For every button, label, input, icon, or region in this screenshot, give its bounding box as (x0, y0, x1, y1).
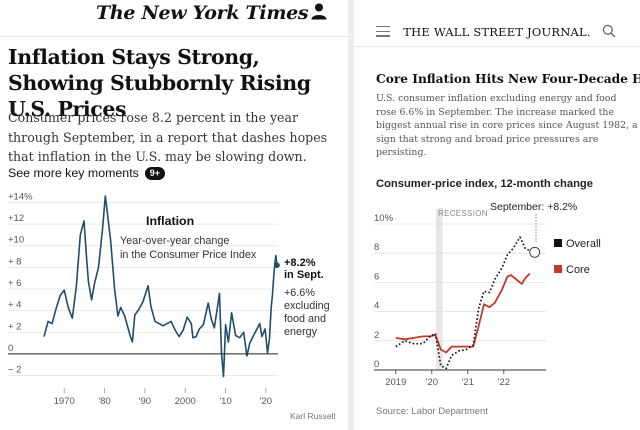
chart-subtitle-line-2: in the Consumer Price Index (120, 249, 257, 261)
nyt-inflation-chart: +14% +12 +10 + 8 + 6 + 4 + 2 0 − 2 1970 '80 '90 200… (8, 191, 335, 421)
nyt-article-panel: The New York Times Inflation Stays Stron… (0, 0, 348, 421)
wsj-article-title: Core Inflation Hits New Four-Decade High (376, 72, 640, 86)
y-tick-label: +10 (8, 235, 24, 246)
series-line-overall (43, 195, 278, 378)
user-icon[interactable] (310, 2, 328, 20)
wsj-header: THE WALL STREET JOURNAL. (354, 0, 640, 47)
y-tick-label: + 4 (8, 300, 21, 311)
overall-annotation-label: in Sept. (284, 269, 324, 281)
y-tick-label: 8 (374, 242, 379, 253)
core-annotation-line-3: energy (284, 326, 318, 338)
callout-label: September: +8.2% (490, 201, 577, 213)
y-tick-label: +12 (8, 213, 24, 224)
x-tick-label: '22 (498, 377, 510, 388)
key-moments-badge: 9+ (144, 167, 165, 180)
chart-credit: Karl Russell (290, 411, 335, 421)
legend-label-overall: Overall (566, 238, 601, 250)
series-line-overall (395, 236, 530, 370)
x-tick-label: '20 (426, 377, 438, 388)
y-tick-label: + 8 (8, 256, 21, 267)
key-moments-link[interactable]: See more key moments 9+ (8, 166, 165, 180)
nyt-masthead: The New York Times (0, 0, 348, 37)
y-tick-label: +14% (8, 191, 33, 202)
series-line-core (395, 272, 531, 354)
chart-title: Inflation (146, 214, 194, 228)
x-tick-label: '90 (139, 396, 151, 407)
article-headline: Inflation Stays Strong, Showing Stubborn… (8, 45, 311, 121)
x-tick-label: 1970 (54, 396, 75, 407)
x-tick-label: '21 (462, 377, 474, 388)
y-tick-label: 2 (374, 330, 379, 341)
legend-swatch-overall (554, 239, 562, 247)
x-tick-label: '10 (219, 396, 231, 407)
overall-annotation-value: +8.2% (284, 257, 316, 269)
x-tick-label: '80 (98, 396, 110, 407)
y-tick-label: + 6 (8, 278, 21, 289)
y-tick-label: 6 (374, 271, 379, 282)
legend-swatch-core (554, 265, 562, 273)
y-tick-label: 4 (374, 301, 379, 312)
wsj-cpi-chart: 10% 8 6 4 2 0 2019 '20 '21 '22 RECESSION Septemb… (374, 201, 601, 417)
legend-label-core: Core (566, 264, 590, 276)
recession-label: RECESSION (438, 209, 488, 218)
wsj-logo[interactable]: THE WALL STREET JOURNAL. (403, 25, 591, 39)
core-annotation-line-2: food and (284, 313, 326, 325)
x-tick-label: 2000 (175, 396, 196, 407)
core-annotation-line-1: excluding (284, 300, 330, 312)
nyt-logo[interactable]: The New York Times (96, 2, 309, 24)
x-tick-label: 2019 (385, 377, 406, 388)
article-summary: Consumer prices rose 8.2 percent in the … (8, 110, 328, 164)
y-tick-label: − 2 (8, 365, 21, 376)
menu-icon[interactable] (376, 26, 390, 38)
chart-subtitle-line-1: Year-over-year change (120, 235, 229, 247)
wsj-chart-title: Consumer-price index, 12-month change (376, 178, 593, 190)
x-tick-label: '20 (260, 396, 272, 407)
chart-source: Source: Labor Department (376, 406, 488, 417)
wsj-article-panel: THE WALL STREET JOURNAL. Core Inflation … (354, 0, 640, 430)
y-tick-label: 0 (374, 359, 379, 370)
key-moments-label: See more key moments (8, 166, 139, 180)
recession-band (436, 208, 443, 370)
core-annotation-value: +6.6% (284, 287, 315, 299)
y-tick-label: 10% (374, 213, 394, 224)
callout-marker (529, 246, 541, 258)
wsj-article-deck: U.S. consumer inflation excluding energy… (376, 93, 638, 159)
y-tick-label: 0 (8, 343, 13, 354)
search-icon[interactable] (602, 24, 616, 38)
panel-divider (348, 0, 354, 430)
y-tick-label: + 2 (8, 321, 21, 332)
series-endpoint (274, 262, 280, 269)
